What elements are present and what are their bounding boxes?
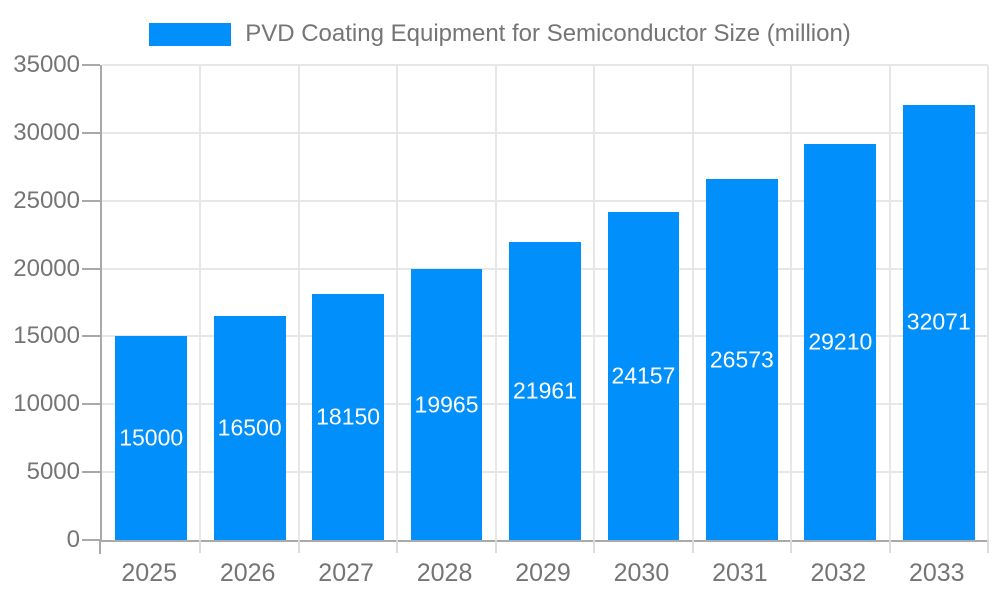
y-axis-label: 25000 xyxy=(13,186,80,214)
bar-2032[interactable]: 29210 xyxy=(804,143,877,540)
y-axis-tick-extension xyxy=(99,540,101,554)
gridline-vertical xyxy=(593,65,596,540)
bar-2029[interactable]: 21961 xyxy=(509,241,581,540)
bar-value-label: 19965 xyxy=(414,391,479,418)
x-axis-tick xyxy=(987,540,989,553)
x-axis-tick xyxy=(888,540,891,553)
bar-value-label: 21961 xyxy=(513,377,577,404)
legend-swatch-icon xyxy=(149,22,232,46)
x-axis-label: 2028 xyxy=(416,559,473,587)
bar-2033[interactable]: 32071 xyxy=(902,104,975,540)
bar-value-label: 29210 xyxy=(808,328,873,355)
y-axis-label: 20000 xyxy=(13,254,80,282)
gridline-vertical xyxy=(297,65,300,540)
plot-area: 15000 16500 18150 19965 21961 24157 26573 29210… xyxy=(100,64,989,553)
x-axis-label: 2030 xyxy=(613,559,670,587)
y-axis-label: 35000 xyxy=(13,51,80,78)
legend[interactable]: PVD Coating Equipment for Semiconductor … xyxy=(0,18,1000,50)
bar-value-label: 24157 xyxy=(611,362,676,389)
y-axis-label: 10000 xyxy=(13,390,80,418)
bar-value-label: 16500 xyxy=(217,414,282,441)
gridline-horizontal xyxy=(102,199,988,202)
x-axis-labels: 2025 2026 2027 2028 2029 2030 2031 2032 2033 xyxy=(100,558,986,590)
y-axis-label: 0 xyxy=(66,526,80,553)
y-axis-label: 15000 xyxy=(13,322,80,350)
y-axis-tick xyxy=(82,64,100,66)
gridline-vertical xyxy=(199,65,202,540)
bar-value-label: 15000 xyxy=(119,424,184,451)
bar-value-label: 18150 xyxy=(316,403,381,430)
x-axis-label: 2029 xyxy=(515,559,571,587)
bar-2030[interactable]: 24157 xyxy=(607,212,680,540)
gridline-vertical xyxy=(888,65,891,540)
x-axis-tick xyxy=(691,540,694,553)
x-axis-label: 2032 xyxy=(810,559,867,587)
y-axis-labels: 0 5000 10000 15000 20000 25000 30000 35000 xyxy=(0,53,80,552)
y-axis-tick xyxy=(82,471,100,474)
bar-value-label: 26573 xyxy=(709,346,774,373)
bar-2027[interactable]: 18150 xyxy=(312,293,385,540)
x-axis-tick xyxy=(396,540,399,553)
x-axis-tick xyxy=(199,540,202,553)
y-axis-label: 30000 xyxy=(13,118,80,146)
gridline-vertical xyxy=(494,65,497,540)
x-axis-tick xyxy=(593,540,596,553)
y-axis-tick xyxy=(82,131,100,134)
bar-2026[interactable]: 16500 xyxy=(213,316,286,540)
gridline-vertical xyxy=(691,65,694,540)
y-axis-tick xyxy=(82,403,100,406)
y-axis-tick xyxy=(82,199,100,202)
x-axis-tick xyxy=(494,540,497,553)
gridline-vertical xyxy=(987,65,989,540)
gridline-horizontal xyxy=(102,64,988,66)
x-axis-label: 2031 xyxy=(712,559,768,587)
legend-label: PVD Coating Equipment for Semiconductor … xyxy=(245,20,851,47)
bar-2028[interactable]: 19965 xyxy=(410,269,483,540)
bar-2031[interactable]: 26573 xyxy=(705,179,778,540)
gridline-vertical xyxy=(396,65,399,540)
y-axis-label: 5000 xyxy=(26,458,80,486)
bar-2025[interactable]: 15000 xyxy=(115,336,188,540)
y-axis-tick xyxy=(82,267,100,270)
y-axis-tick xyxy=(82,539,100,541)
y-axis-ticks xyxy=(82,64,100,541)
bar-value-label: 32071 xyxy=(906,308,971,335)
gridline-vertical xyxy=(790,65,793,540)
x-axis-tick xyxy=(297,540,300,553)
x-axis-label: 2027 xyxy=(318,559,374,587)
gridline-horizontal xyxy=(102,131,988,134)
x-axis-label: 2033 xyxy=(908,559,965,587)
x-axis-label: 2025 xyxy=(121,559,178,587)
x-axis-tick xyxy=(790,540,793,553)
x-axis-label: 2026 xyxy=(219,559,276,587)
y-axis-tick xyxy=(82,335,100,338)
